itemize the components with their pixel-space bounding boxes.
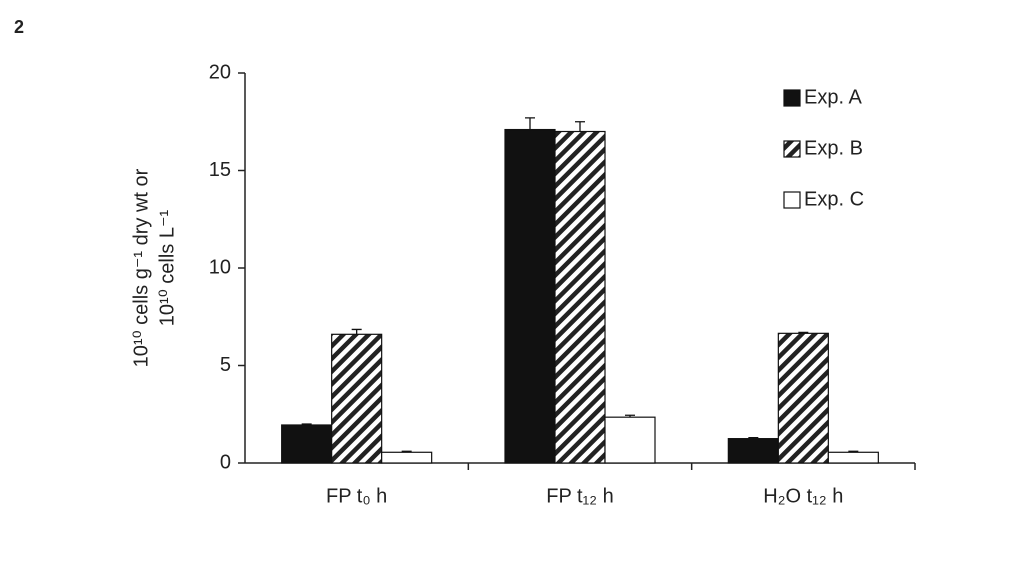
y-tick-label: 10 xyxy=(209,256,231,278)
bar xyxy=(777,332,829,464)
y-axis-title-line: 10¹⁰ cells g⁻¹ dry wt or xyxy=(130,168,152,367)
legend-swatch xyxy=(783,89,801,107)
panel-label: 2 xyxy=(14,17,24,37)
legend-swatch xyxy=(783,191,801,209)
x-tick-label: H₂O t₁₂ h xyxy=(763,485,843,507)
legend-label: Exp. C xyxy=(804,188,864,210)
y-tick-label: 15 xyxy=(209,159,231,181)
x-tick-label: FP t₁₂ h xyxy=(546,485,614,507)
error-bar xyxy=(798,331,809,334)
bar xyxy=(504,128,556,464)
bar xyxy=(281,424,333,464)
y-tick-label: 0 xyxy=(220,451,231,473)
bar xyxy=(727,438,779,464)
bar xyxy=(381,451,433,464)
error-bar xyxy=(625,414,635,418)
y-axis-title-line: 10¹⁰ cells L⁻¹ xyxy=(156,209,178,326)
error-bar xyxy=(848,450,859,453)
x-tick-label: FP t₀ h xyxy=(326,485,387,507)
legend-swatch xyxy=(783,140,801,158)
legend-label: Exp. A xyxy=(804,86,862,108)
bar xyxy=(331,333,383,464)
y-tick-label: 20 xyxy=(209,61,231,83)
error-bar xyxy=(351,328,362,335)
y-axis-title: 10¹⁰ cells g⁻¹ dry wt or 10¹⁰ cells L⁻¹ xyxy=(130,168,178,367)
error-bar xyxy=(301,423,312,425)
error-bar xyxy=(748,437,759,439)
error-bar xyxy=(525,117,535,130)
bar xyxy=(604,416,656,464)
error-bar xyxy=(401,450,412,453)
legend-label: Exp. B xyxy=(804,137,863,159)
bar xyxy=(827,451,879,464)
error-bar xyxy=(575,121,585,132)
bar xyxy=(554,130,606,464)
y-tick-label: 5 xyxy=(220,354,231,376)
